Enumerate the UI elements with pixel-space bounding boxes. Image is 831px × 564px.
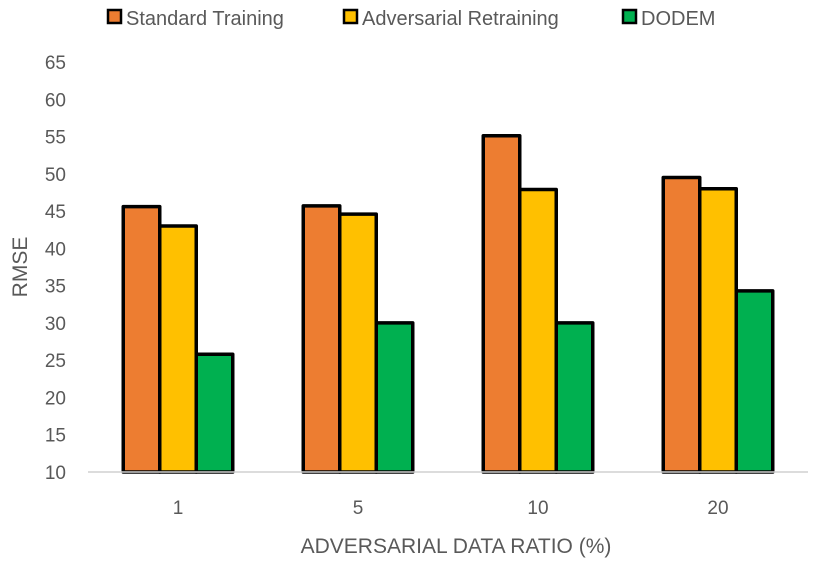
y-tick-label: 40 [45, 239, 66, 260]
legend-swatch [106, 8, 123, 25]
y-tick-label: 65 [45, 53, 66, 74]
legend-item: DODEM [621, 8, 715, 30]
legend-label: Adversarial Retraining [362, 8, 559, 30]
y-tick-label: 15 [45, 426, 66, 447]
x-tick-label: 10 [527, 498, 548, 519]
bar-standard-training-10 [481, 134, 522, 474]
y-tick-label: 60 [45, 90, 66, 111]
x-axis-label: ADVERSARIAL DATA RATIO (%) [301, 535, 612, 558]
bar-standard-training-20 [661, 175, 702, 474]
y-tick-label: 35 [45, 277, 66, 298]
legend: Standard Training Adversarial Retraining D… [106, 8, 715, 30]
legend-swatch [621, 8, 638, 25]
y-tick-label: 45 [45, 202, 66, 223]
x-tick-label: 20 [707, 498, 728, 519]
y-tick-label: 10 [45, 463, 66, 484]
y-tick-label: 30 [45, 314, 66, 335]
x-tick-label: 5 [353, 498, 364, 519]
bar-adversarial-retraining-1 [158, 224, 198, 474]
bar-adversarial-retraining-20 [698, 186, 738, 474]
y-tick-label: 55 [45, 128, 66, 149]
bar-dodem-5 [374, 321, 415, 474]
legend-label: DODEM [641, 8, 715, 30]
bar-adversarial-retraining-10 [518, 187, 558, 474]
y-tick-label: 20 [45, 388, 66, 409]
x-tick-label: 1 [173, 498, 184, 519]
legend-item: Standard Training [106, 8, 284, 30]
bar-standard-training-1 [121, 204, 162, 474]
y-tick-label: 50 [45, 165, 66, 186]
y-axis-label: RMSE [9, 237, 32, 298]
y-axis-ticks: 10 15 20 25 30 35 40 45 50 55 60 65 [45, 53, 66, 484]
x-axis-ticks: 1 5 10 20 [173, 498, 729, 519]
legend-label: Standard Training [126, 8, 284, 30]
bar-dodem-20 [734, 289, 775, 474]
bar-adversarial-retraining-5 [338, 212, 378, 474]
bar-standard-training-5 [301, 204, 342, 474]
bar-dodem-10 [554, 321, 595, 474]
y-tick-label: 25 [45, 351, 66, 372]
bar-dodem-1 [194, 352, 235, 474]
legend-item: Adversarial Retraining [342, 8, 559, 30]
legend-swatch [342, 8, 359, 25]
bars [121, 134, 775, 474]
